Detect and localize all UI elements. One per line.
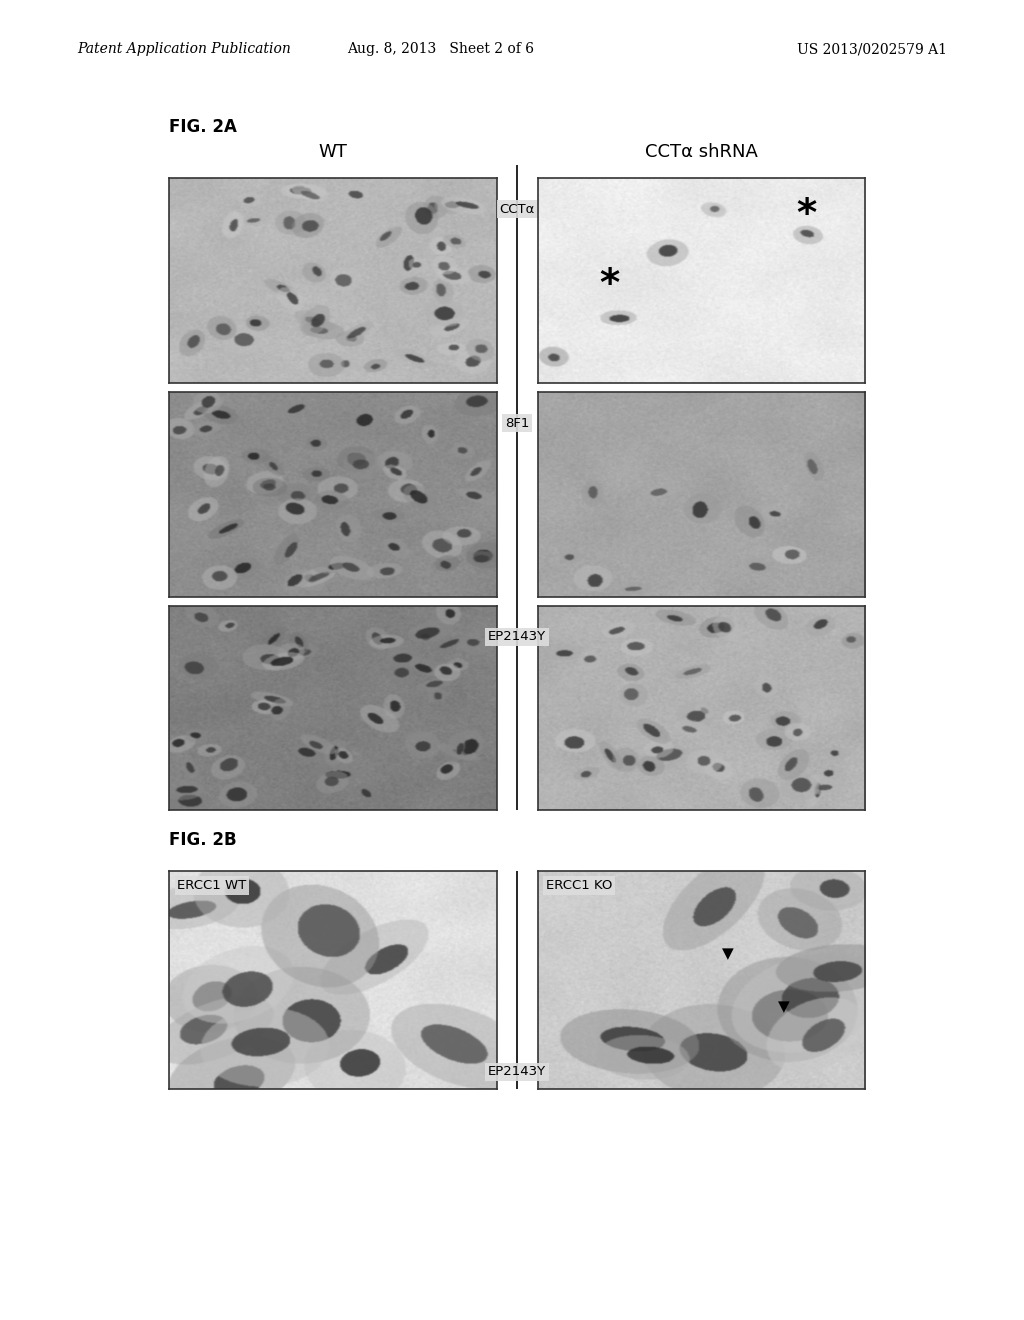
Text: WT: WT [318, 143, 347, 161]
Text: ERCC1 KO: ERCC1 KO [546, 879, 612, 892]
Text: ▼: ▼ [722, 946, 733, 961]
Text: *: * [797, 197, 816, 234]
Text: CCTα shRNA: CCTα shRNA [645, 143, 758, 161]
Text: EP2143Y: EP2143Y [488, 1065, 546, 1078]
Text: US 2013/0202579 A1: US 2013/0202579 A1 [798, 42, 947, 57]
Text: EP2143Y: EP2143Y [488, 631, 546, 643]
Text: 8F1: 8F1 [505, 417, 529, 429]
Text: *: * [600, 265, 620, 304]
Text: ▼: ▼ [777, 999, 790, 1014]
Text: FIG. 2B: FIG. 2B [169, 830, 237, 849]
Text: CCTα: CCTα [500, 203, 535, 215]
Text: FIG. 2A: FIG. 2A [169, 117, 237, 136]
Text: Patent Application Publication: Patent Application Publication [77, 42, 291, 57]
Text: ERCC1 WT: ERCC1 WT [177, 879, 247, 892]
Text: Aug. 8, 2013   Sheet 2 of 6: Aug. 8, 2013 Sheet 2 of 6 [347, 42, 534, 57]
